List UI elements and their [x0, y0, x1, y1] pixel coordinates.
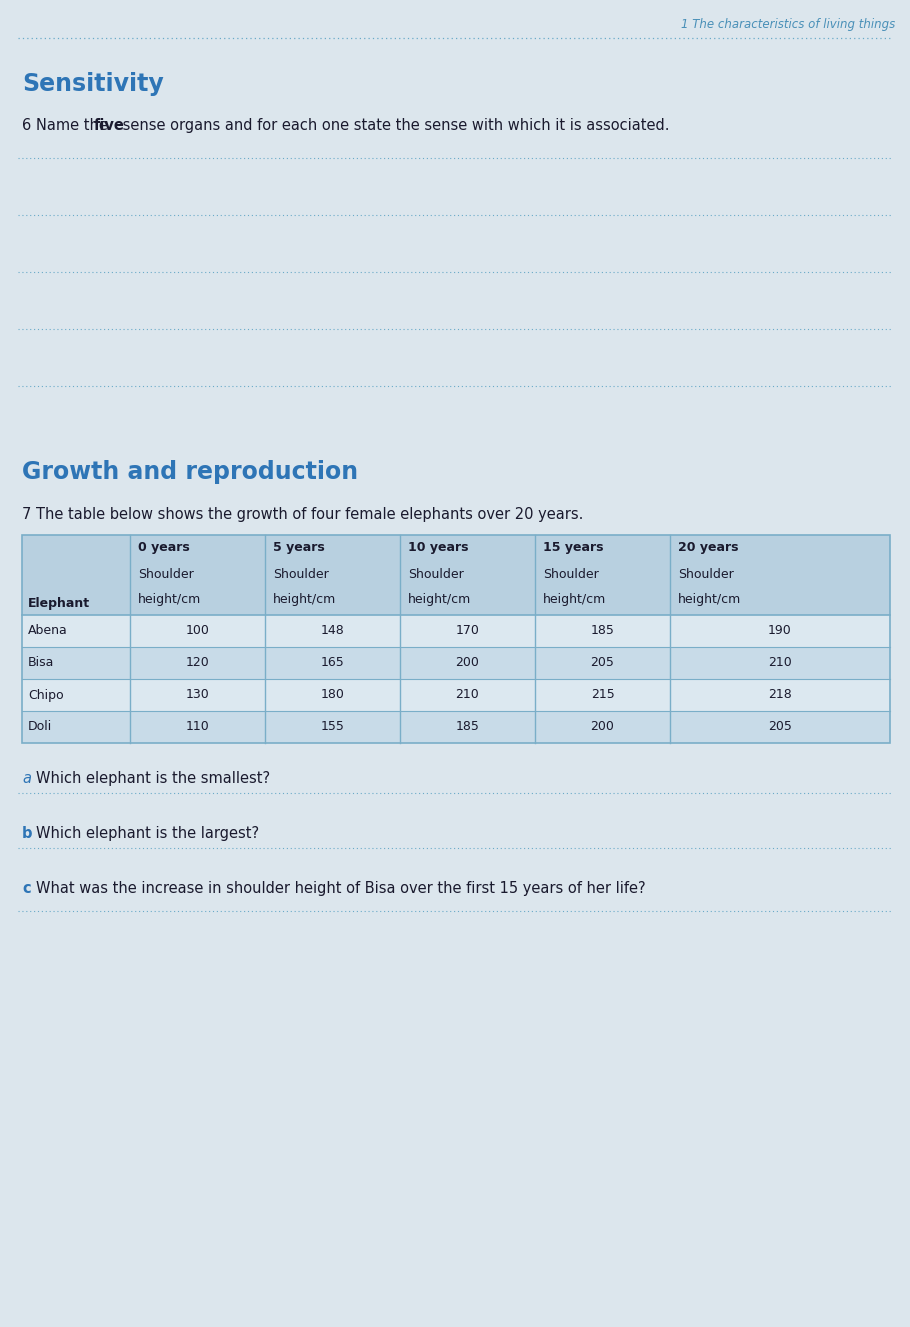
Text: 210: 210: [768, 657, 792, 670]
Text: Shoulder: Shoulder: [138, 568, 194, 581]
Text: Which elephant is the smallest?: Which elephant is the smallest?: [36, 771, 270, 786]
Text: a: a: [22, 771, 31, 786]
Text: height/cm: height/cm: [138, 593, 201, 606]
Text: 205: 205: [591, 657, 614, 670]
Text: 20 years: 20 years: [678, 541, 739, 553]
Text: 155: 155: [320, 721, 345, 734]
Text: c: c: [22, 881, 31, 896]
Text: height/cm: height/cm: [543, 593, 606, 606]
Text: Shoulder: Shoulder: [408, 568, 464, 581]
Text: Shoulder: Shoulder: [543, 568, 599, 581]
Text: five: five: [94, 118, 125, 133]
Text: 110: 110: [186, 721, 209, 734]
Text: 7: 7: [22, 507, 31, 522]
Bar: [22, 679, 890, 711]
Bar: [22, 614, 890, 648]
Text: The table below shows the growth of four female elephants over 20 years.: The table below shows the growth of four…: [36, 507, 583, 522]
Text: Chipo: Chipo: [28, 689, 64, 702]
Text: 170: 170: [456, 625, 480, 637]
Text: 1 The characteristics of living things: 1 The characteristics of living things: [681, 19, 895, 31]
Bar: [22, 711, 890, 743]
Text: 200: 200: [456, 657, 480, 670]
Text: 218: 218: [768, 689, 792, 702]
Text: 205: 205: [768, 721, 792, 734]
Text: height/cm: height/cm: [678, 593, 742, 606]
Text: Shoulder: Shoulder: [678, 568, 733, 581]
Text: Shoulder: Shoulder: [273, 568, 329, 581]
Text: sense organs and for each one state the sense with which it is associated.: sense organs and for each one state the …: [118, 118, 670, 133]
Text: 5 years: 5 years: [273, 541, 325, 553]
Text: Bisa: Bisa: [28, 657, 55, 670]
Text: 180: 180: [320, 689, 345, 702]
Text: 130: 130: [186, 689, 209, 702]
Text: 165: 165: [320, 657, 344, 670]
Text: height/cm: height/cm: [408, 593, 471, 606]
Text: 185: 185: [591, 625, 614, 637]
Text: 0 years: 0 years: [138, 541, 190, 553]
Text: Name the: Name the: [36, 118, 113, 133]
Text: Elephant: Elephant: [28, 597, 90, 610]
Text: 120: 120: [186, 657, 209, 670]
Text: 10 years: 10 years: [408, 541, 469, 553]
Text: b: b: [22, 825, 33, 841]
Bar: [22, 648, 890, 679]
Text: 185: 185: [456, 721, 480, 734]
Text: 190: 190: [768, 625, 792, 637]
Bar: [22, 535, 890, 743]
Text: 210: 210: [456, 689, 480, 702]
Text: Sensitivity: Sensitivity: [22, 72, 164, 96]
Text: 100: 100: [186, 625, 209, 637]
Text: 215: 215: [591, 689, 614, 702]
Text: What was the increase in shoulder height of Bisa over the first 15 years of her : What was the increase in shoulder height…: [36, 881, 645, 896]
Text: Which elephant is the largest?: Which elephant is the largest?: [36, 825, 259, 841]
Bar: [22, 535, 890, 614]
Text: height/cm: height/cm: [273, 593, 337, 606]
Text: 6: 6: [22, 118, 31, 133]
Text: 200: 200: [591, 721, 614, 734]
Text: Doli: Doli: [28, 721, 52, 734]
Text: 148: 148: [320, 625, 344, 637]
Text: Growth and reproduction: Growth and reproduction: [22, 460, 359, 484]
Text: 15 years: 15 years: [543, 541, 603, 553]
Text: Abena: Abena: [28, 625, 67, 637]
